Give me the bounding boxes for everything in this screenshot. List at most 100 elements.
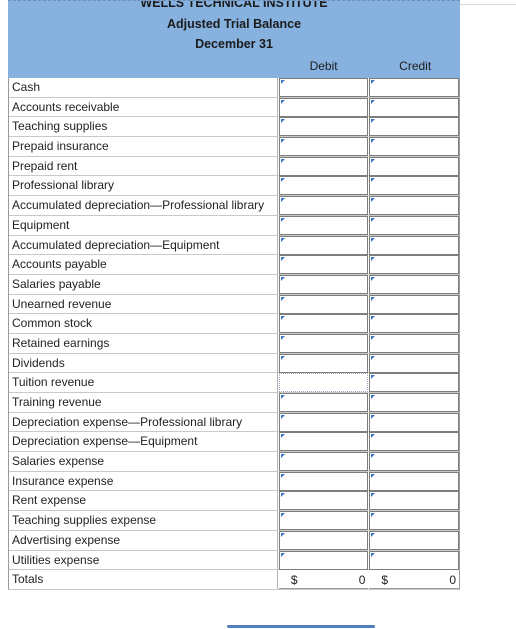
account-row: Accounts payable bbox=[9, 255, 460, 275]
account-row: Rent expense bbox=[9, 491, 460, 512]
credit-input[interactable] bbox=[369, 255, 460, 275]
debit-input[interactable] bbox=[278, 432, 369, 452]
debit-input[interactable] bbox=[278, 235, 369, 255]
debit-input[interactable] bbox=[278, 294, 369, 314]
credit-input[interactable] bbox=[369, 137, 460, 157]
credit-input[interactable] bbox=[369, 432, 460, 452]
debit-input[interactable] bbox=[278, 78, 369, 97]
debit-input[interactable] bbox=[278, 511, 369, 531]
credit-input[interactable] bbox=[369, 78, 460, 97]
totals-row: Totals $ 0 $ 0 bbox=[8, 570, 460, 590]
account-row: Tuition revenue bbox=[9, 373, 460, 393]
credit-input[interactable] bbox=[369, 452, 460, 472]
account-name: Salaries payable bbox=[9, 274, 278, 294]
account-row: Utilities expense bbox=[9, 550, 460, 571]
account-row: Insurance expense bbox=[9, 471, 460, 492]
debit-input[interactable] bbox=[278, 412, 369, 432]
account-name: Insurance expense bbox=[9, 471, 278, 491]
page-edge bbox=[460, 0, 516, 629]
credit-input[interactable] bbox=[369, 471, 460, 491]
company-name: WELLS TECHNICAL INSTITUTE bbox=[8, 0, 460, 14]
debit-input[interactable] bbox=[278, 491, 369, 511]
account-name: Depreciation expense—Professional librar… bbox=[9, 412, 278, 432]
account-name: Cash bbox=[9, 78, 278, 97]
account-name: Prepaid rent bbox=[9, 156, 278, 176]
account-row: Unearned revenue bbox=[9, 294, 460, 315]
credit-input[interactable] bbox=[369, 97, 460, 117]
debit-input[interactable] bbox=[278, 353, 369, 373]
account-name: Utilities expense bbox=[9, 550, 278, 570]
credit-input[interactable] bbox=[369, 412, 460, 432]
account-row: Accumulated depreciation—Equipment bbox=[9, 235, 460, 256]
account-row: Training revenue bbox=[9, 393, 460, 413]
account-name: Accumulated depreciation—Equipment bbox=[9, 235, 278, 255]
account-name: Tuition revenue bbox=[9, 373, 278, 392]
account-row: Accumulated depreciation—Professional li… bbox=[9, 196, 460, 216]
debit-total-value: 0 bbox=[358, 573, 366, 588]
report-date: December 31 bbox=[8, 34, 460, 54]
account-row: Advertising expense bbox=[9, 530, 460, 551]
credit-input[interactable] bbox=[369, 373, 460, 393]
debit-input[interactable] bbox=[278, 373, 369, 393]
credit-input[interactable] bbox=[369, 235, 460, 255]
debit-column-header: Debit bbox=[309, 59, 338, 73]
account-name: Dividends bbox=[9, 353, 278, 373]
account-row: Retained earnings bbox=[9, 333, 460, 354]
debit-input[interactable] bbox=[278, 530, 369, 550]
account-name: Professional library bbox=[9, 176, 278, 196]
credit-input[interactable] bbox=[369, 274, 460, 294]
debit-input[interactable] bbox=[278, 255, 369, 275]
credit-input[interactable] bbox=[369, 215, 460, 235]
account-name: Retained earnings bbox=[9, 333, 278, 353]
credit-input[interactable] bbox=[369, 314, 460, 334]
account-row: Prepaid insurance bbox=[9, 137, 460, 157]
accounts-grid: Cash Accounts receivable Teaching supplies… bbox=[8, 78, 460, 571]
credit-input[interactable] bbox=[369, 196, 460, 216]
horizontal-scrollbar[interactable] bbox=[227, 625, 375, 628]
account-name: Accumulated depreciation—Professional li… bbox=[9, 196, 278, 215]
debit-input[interactable] bbox=[278, 137, 369, 157]
credit-total: $ 0 bbox=[369, 570, 459, 590]
credit-input[interactable] bbox=[369, 353, 460, 373]
debit-input[interactable] bbox=[278, 550, 369, 570]
debit-input[interactable] bbox=[278, 471, 369, 491]
credit-input[interactable] bbox=[369, 530, 460, 550]
column-header-row: Debit Credit bbox=[8, 54, 460, 78]
account-name: Equipment bbox=[9, 215, 278, 235]
account-row: Depreciation expense—Professional librar… bbox=[9, 412, 460, 433]
debit-input[interactable] bbox=[278, 97, 369, 117]
account-name: Unearned revenue bbox=[9, 294, 278, 314]
debit-input[interactable] bbox=[278, 196, 369, 216]
account-name: Prepaid insurance bbox=[9, 137, 278, 156]
account-row: Cash bbox=[9, 78, 460, 98]
credit-input[interactable] bbox=[369, 333, 460, 353]
credit-input[interactable] bbox=[369, 117, 460, 137]
credit-input[interactable] bbox=[369, 511, 460, 531]
debit-input[interactable] bbox=[278, 314, 369, 334]
credit-input[interactable] bbox=[369, 176, 460, 196]
credit-total-value: 0 bbox=[449, 573, 456, 588]
account-row: Depreciation expense—Equipment bbox=[9, 432, 460, 453]
account-row: Teaching supplies expense bbox=[9, 511, 460, 531]
debit-input[interactable] bbox=[278, 274, 369, 294]
credit-input[interactable] bbox=[369, 156, 460, 176]
account-row: Dividends bbox=[9, 353, 460, 374]
debit-input[interactable] bbox=[278, 117, 369, 137]
credit-input[interactable] bbox=[369, 491, 460, 511]
debit-input[interactable] bbox=[278, 333, 369, 353]
account-row: Salaries payable bbox=[9, 274, 460, 295]
debit-input[interactable] bbox=[278, 176, 369, 196]
debit-input[interactable] bbox=[278, 393, 369, 412]
credit-input[interactable] bbox=[369, 393, 460, 412]
credit-input[interactable] bbox=[369, 294, 460, 314]
account-name: Rent expense bbox=[9, 491, 278, 511]
report-title: Adjusted Trial Balance bbox=[8, 14, 460, 34]
debit-input[interactable] bbox=[278, 215, 369, 235]
debit-input[interactable] bbox=[278, 156, 369, 176]
credit-input[interactable] bbox=[369, 550, 460, 570]
trial-balance-sheet: WELLS TECHNICAL INSTITUTE Adjusted Trial… bbox=[8, 0, 460, 590]
account-name: Accounts payable bbox=[9, 255, 278, 274]
account-name: Teaching supplies expense bbox=[9, 511, 278, 530]
account-name: Training revenue bbox=[9, 393, 278, 412]
debit-input[interactable] bbox=[278, 452, 369, 472]
